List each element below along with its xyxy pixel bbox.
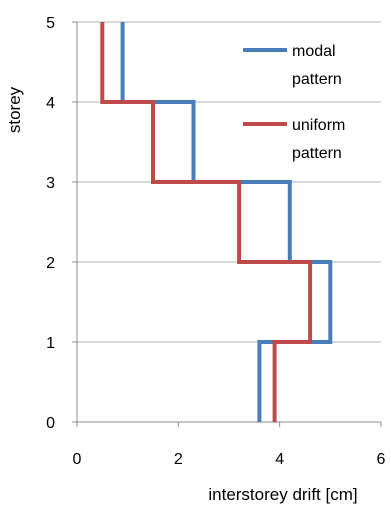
y-tick-label-5: 5 <box>46 15 55 32</box>
axes <box>72 21 382 427</box>
series-lines <box>100 22 333 422</box>
legend-label-uniform-line2: pattern <box>292 145 342 162</box>
legend-label-uniform-line1: uniform <box>292 117 345 134</box>
tick-labels: 0 1 2 3 4 5 0 2 4 6 <box>46 15 385 468</box>
y-tick-label-2: 2 <box>46 255 55 272</box>
legend: modal pattern uniform pattern <box>243 43 345 162</box>
y-axis-label: storey <box>5 86 24 133</box>
y-tick-label-4: 4 <box>46 95 55 112</box>
legend-label-modal-line2: pattern <box>292 71 342 88</box>
x-tick-label-2: 2 <box>174 451 183 468</box>
y-tick-label-1: 1 <box>46 335 55 352</box>
x-tick-label-4: 4 <box>275 451 284 468</box>
legend-label-modal-line1: modal <box>292 43 336 60</box>
x-tick-label-0: 0 <box>73 451 82 468</box>
y-tick-label-0: 0 <box>46 415 55 432</box>
y-tick-label-3: 3 <box>46 175 55 192</box>
x-tick-label-6: 6 <box>377 451 386 468</box>
series-line-uniform <box>100 22 313 422</box>
x-axis-label: interstorey drift [cm] <box>208 485 357 504</box>
